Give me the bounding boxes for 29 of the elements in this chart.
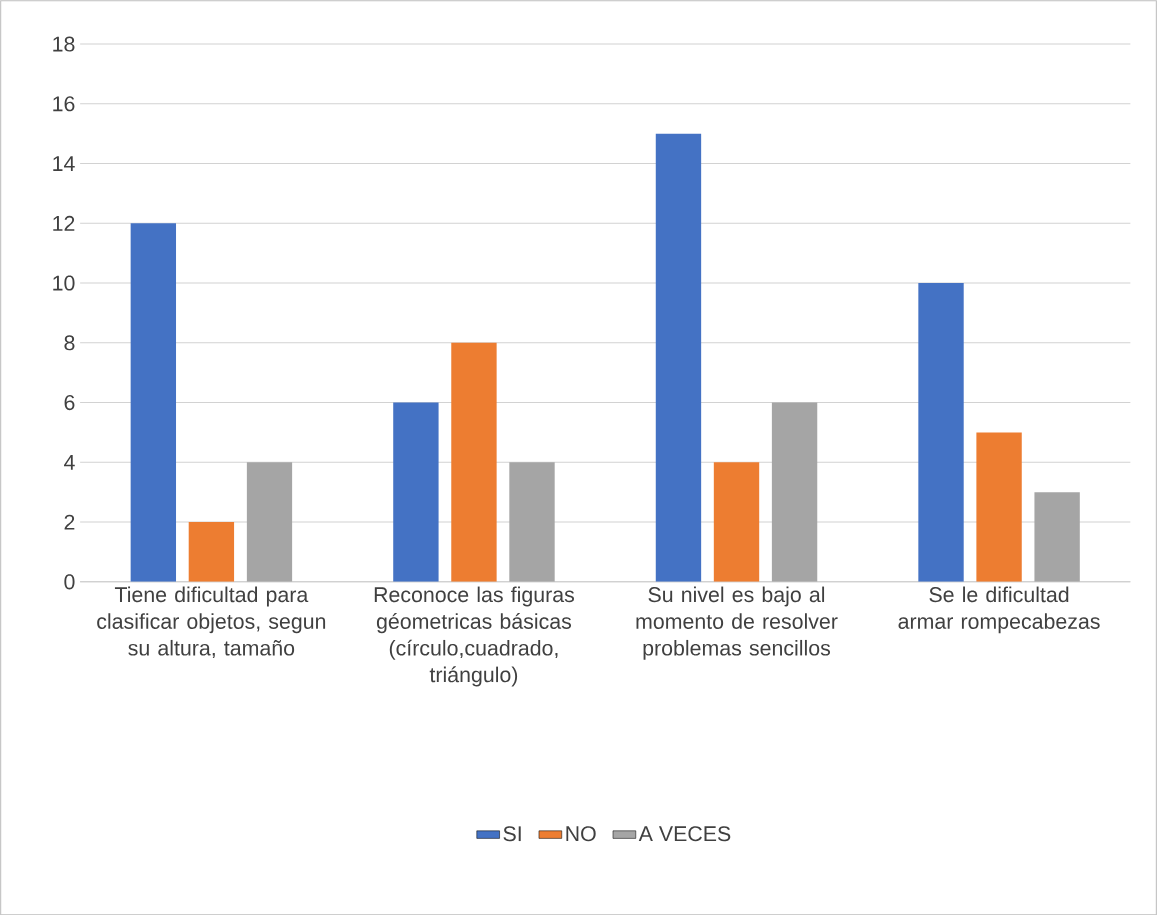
bar bbox=[451, 342, 497, 582]
bar bbox=[976, 432, 1022, 582]
y-tick-label: 18 bbox=[53, 36, 75, 52]
y-tick-label: 0 bbox=[64, 574, 75, 590]
legend-label: A VECES bbox=[638, 825, 731, 842]
x-tick-label: Su nivel es bajo al momento de resolver problemas sencillos bbox=[636, 586, 838, 660]
bar bbox=[509, 462, 555, 582]
x-tick-label: Se le dificultad armar rompecabezas bbox=[898, 586, 1100, 633]
y-tick-label: 12 bbox=[53, 215, 75, 231]
x-tick-label: Reconoce las figuras géometricas básicas (círculo,cuadrado, triángulo) bbox=[374, 586, 574, 687]
y-tick-label: 16 bbox=[53, 96, 75, 112]
y-tick-label: 2 bbox=[64, 514, 75, 530]
y-tick-label: 10 bbox=[53, 275, 75, 291]
x-tick-label: Tiene dificultad para clasificar objetos, segun su altura, tamaño bbox=[97, 586, 326, 658]
bar bbox=[771, 402, 818, 582]
bar bbox=[130, 223, 177, 582]
bar bbox=[713, 462, 760, 582]
y-tick-label: 6 bbox=[64, 394, 75, 410]
bar bbox=[393, 402, 439, 582]
bar bbox=[1034, 491, 1080, 582]
bar bbox=[918, 282, 964, 582]
bar bbox=[188, 521, 235, 582]
bar bbox=[246, 462, 293, 582]
bar bbox=[655, 133, 702, 582]
y-tick-label: 8 bbox=[64, 335, 75, 351]
y-tick-label: 14 bbox=[53, 155, 75, 171]
legend-label: SI bbox=[503, 825, 521, 842]
legend-label: NO bbox=[566, 825, 596, 842]
y-tick-label: 4 bbox=[64, 454, 75, 470]
